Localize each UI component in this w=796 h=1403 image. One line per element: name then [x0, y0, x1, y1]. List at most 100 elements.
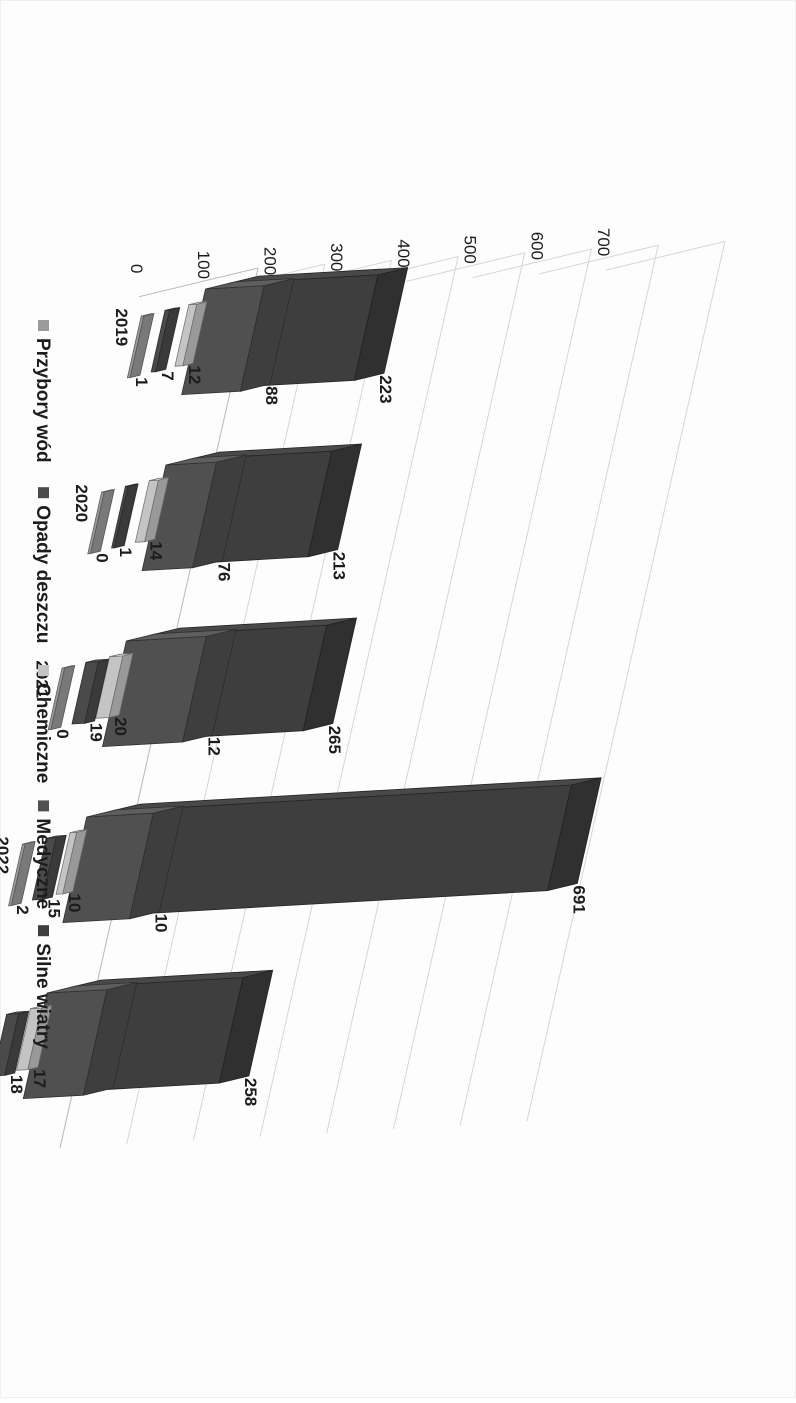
category-label-2020: 2020 — [72, 484, 91, 522]
legend-item: Silne wiatry — [32, 925, 53, 1049]
data-label: 88 — [262, 386, 281, 405]
bar-side-face — [125, 483, 139, 487]
bar-chemiczne-2023 — [15, 1005, 53, 1071]
bar-przybory-wód-2020 — [87, 489, 115, 555]
bar-side-face — [61, 665, 75, 669]
category-label-2022: 2022 — [0, 836, 12, 874]
data-label: 20 — [111, 717, 130, 736]
data-label: 17 — [30, 1069, 49, 1088]
bar-side-face — [149, 477, 169, 482]
gridline-600 — [459, 244, 659, 1126]
data-label: 1 — [116, 548, 135, 557]
bar-side-face — [86, 805, 184, 818]
bar-end-face — [113, 483, 139, 549]
bar-side-face — [6, 1010, 29, 1015]
bar-przybory-wód-2021 — [47, 665, 76, 731]
value-tick-label: 100 — [194, 251, 213, 279]
data-label: 10 — [65, 894, 84, 913]
bar-side-face — [69, 829, 87, 834]
data-label: 7 — [158, 371, 177, 380]
value-tick-label: 400 — [394, 239, 413, 267]
category-label-2019: 2019 — [112, 308, 131, 346]
gridline-400 — [326, 252, 526, 1133]
legend-swatch — [38, 665, 49, 676]
legend-swatch — [38, 320, 49, 331]
legend-label: Medyczne — [32, 818, 53, 909]
bar-side-face — [109, 653, 133, 658]
value-tick-label: 0 — [127, 264, 146, 273]
bar-side-face — [165, 454, 247, 466]
bar-chemiczne-2020 — [134, 477, 170, 543]
bar-end-face — [10, 841, 36, 907]
bar-przybory-wód-2019 — [126, 313, 155, 379]
bar-side-face — [46, 835, 67, 839]
data-labels: 2232132656912588876121012142010177119151… — [7, 365, 588, 1106]
bar-side-face — [164, 307, 180, 311]
legend-swatch — [38, 925, 49, 937]
bar-silne-wiatry-2022 — [86, 777, 602, 918]
bar-side-face — [188, 301, 207, 306]
data-label: 258 — [241, 1078, 260, 1106]
bar-end-face — [89, 489, 115, 555]
data-label: 14 — [147, 541, 166, 560]
bar-side-face — [110, 777, 602, 812]
bar-side-face — [126, 628, 237, 642]
value-tick-label: 300 — [327, 243, 346, 271]
bar-side-face — [141, 313, 154, 317]
data-label: 223 — [376, 375, 395, 403]
bar-side-face — [47, 982, 137, 994]
bar-przybory-wód-2022 — [8, 841, 36, 907]
category-labels: 20192020202120222023 — [0, 308, 131, 874]
data-label: 76 — [215, 563, 234, 582]
data-label: 12 — [185, 365, 204, 384]
bar-opady-deszczu-2022 — [31, 834, 67, 901]
data-label: 691 — [569, 885, 588, 913]
legend-label: Przybory wód — [32, 338, 53, 463]
bar-side-face — [22, 841, 36, 845]
legend-label: Chemiczne — [32, 683, 53, 783]
data-label: 10 — [151, 914, 170, 933]
bars — [0, 267, 602, 1100]
bar-side-face — [101, 489, 115, 493]
legend-label: Opady deszczu — [32, 505, 53, 643]
value-tick-label: 700 — [594, 228, 613, 256]
value-axis-ticks: 0 100 200 300 400 500 600 700 — [127, 228, 613, 279]
value-tick-label: 600 — [527, 232, 546, 260]
bar-chemiczne-2019 — [174, 301, 208, 367]
bar-side-face — [85, 658, 109, 663]
data-label: 0 — [92, 553, 111, 562]
data-label: 1 — [132, 377, 151, 386]
value-tick-label: 200 — [261, 247, 280, 275]
legend-item: Medyczne — [32, 800, 53, 909]
bar-opady-deszczu-2023 — [0, 1010, 30, 1076]
data-label: 15 — [44, 899, 63, 918]
bar-end-face — [129, 313, 155, 379]
data-label: 213 — [330, 552, 349, 580]
legend-item: Opady deszczu — [32, 487, 53, 644]
bar-opady-deszczu-2019 — [150, 307, 181, 373]
value-tick-label: 500 — [461, 236, 480, 264]
legend-label: Silne wiatry — [32, 943, 53, 1049]
bar-opady-deszczu-2020 — [111, 483, 139, 549]
bar-end-face — [50, 665, 76, 731]
bar-opady-deszczu-2021 — [71, 658, 110, 725]
legend-item: Chemiczne — [32, 665, 53, 783]
legend-swatch — [38, 487, 49, 499]
legend-item: Przybory wód — [32, 320, 53, 463]
data-label: 18 — [7, 1075, 26, 1094]
gridline-500 — [393, 248, 593, 1130]
legend-swatch — [38, 800, 49, 812]
data-label: 0 — [53, 729, 72, 738]
gridline-700 — [526, 240, 726, 1122]
data-label: 265 — [325, 726, 344, 754]
data-label: 19 — [87, 723, 106, 742]
bar-chemiczne-2021 — [95, 652, 134, 719]
legend: Przybory wód Opady deszczu Chemiczne Medycz… — [32, 320, 53, 1049]
bar-side-face — [205, 278, 294, 290]
bar-side-face — [30, 1005, 52, 1010]
data-label: 2 — [13, 905, 32, 914]
bar-chemiczne-2022 — [55, 829, 88, 895]
data-label: 12 — [204, 737, 223, 756]
